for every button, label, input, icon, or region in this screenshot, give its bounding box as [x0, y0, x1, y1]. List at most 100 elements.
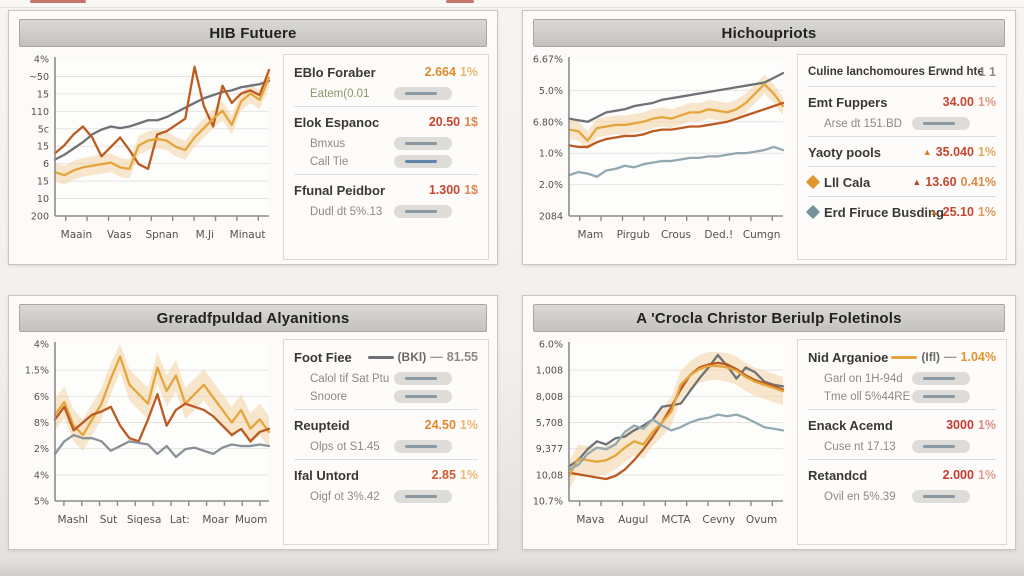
chart-canvas: 6.67% 5.0% 6.80% 1.0% 2.0% 2084 Mam Pirgub Crous… [533, 55, 785, 241]
x-axis-label: Ovum [746, 514, 777, 526]
stat-row: EBlo Foraber 2.664 1% Eatem(0.01 [294, 57, 478, 106]
stat-value-group: 24.50 1% [425, 418, 478, 432]
y-axis-label: 6 [43, 159, 49, 170]
legend-value: 81.55 [446, 350, 478, 364]
series-line-bluegray [567, 413, 785, 471]
y-axis-label: 2.0% [539, 180, 563, 191]
stat-sub-row: Snoore [310, 390, 452, 403]
stat-row: Culine lanchomoures Erwnd hte 1 1 [808, 57, 996, 86]
mini-slider[interactable] [912, 372, 970, 385]
stat-value: 2.000 [942, 468, 974, 482]
confidence-band [55, 344, 269, 451]
y-axis-label: 6.67% [533, 55, 563, 66]
stat-value-secondary: 1% [977, 205, 996, 219]
stat-value-secondary: 1% [459, 468, 478, 482]
y-axis-label: 4% [34, 55, 49, 66]
mini-slider[interactable] [394, 490, 452, 503]
stat-label: Reupteid [294, 417, 350, 433]
y-axis-label: 2084 [539, 212, 563, 223]
panel-content: 6.0% 1,008 8,008 5,708 9,377 10,08 10.7% Mava Au… [531, 339, 1007, 545]
mini-slider[interactable] [912, 390, 970, 403]
y-axis-label: 8,008 [536, 392, 563, 403]
mini-slider[interactable] [912, 117, 970, 130]
x-axis-label: Vaas [107, 229, 132, 241]
mini-slider[interactable] [394, 205, 452, 218]
y-axis-label: 4% [34, 470, 49, 481]
stat-sub-label: Olps ot S1.45 [310, 440, 380, 453]
x-axis-label: Moar [202, 514, 229, 526]
stat-value: 2.85 [431, 468, 456, 482]
diamond-icon [805, 204, 821, 220]
x-axis-label: M.Ji [196, 229, 214, 241]
slider-handle [405, 445, 437, 448]
stat-row: Erd Firuce Busding ▲ 25.10 1% [805, 196, 996, 226]
stat-row: Retandcd 2.000 1% Ovil en 5%.39 [808, 459, 996, 509]
slider-handle [405, 495, 437, 498]
stat-row: Elok Espanoc 20.50 1$ Bmxus Call Tie [294, 106, 478, 174]
mini-slider[interactable] [394, 155, 452, 168]
stats-list: EBlo Foraber 2.664 1% Eatem(0.01 Elok Espano… [283, 54, 489, 260]
slider-handle [405, 395, 437, 398]
stat-label: Yaoty pools [808, 144, 881, 160]
y-axis-label: 6.80% [533, 117, 563, 128]
stat-label-group: Emt Fuppers [808, 95, 937, 110]
stats-list: Culine lanchomoures Erwnd hte 1 1 Emt Fupp… [797, 54, 1007, 260]
mini-slider[interactable] [912, 440, 970, 453]
y-axis-label: 1.0% [539, 149, 563, 160]
bottom-edge-gradient [0, 558, 1024, 576]
stat-label: Emt Fuppers [808, 94, 888, 110]
stat-value: 34.00 [942, 95, 974, 109]
panels-grid: HIB Futuere 4% ~50 15 110 5c 15 6 15 10 200 Maain V… [8, 10, 1016, 550]
y-axis-label: 4% [34, 340, 49, 351]
series-line-gray [567, 353, 785, 468]
stat-value: 25.10 [942, 205, 974, 219]
mini-slider[interactable] [394, 372, 452, 385]
line-chart: 6.67% 5.0% 6.80% 1.0% 2.0% 2084 Mam Pirgub Crous… [531, 54, 789, 260]
y-axis-label: 1.5% [25, 366, 49, 377]
mini-slider[interactable] [394, 87, 452, 100]
stat-value: 35.040 [935, 145, 974, 159]
mini-slider[interactable] [912, 490, 970, 503]
stat-label-group: Elok Espanoc [294, 115, 423, 130]
line-chart: 6.0% 1,008 8,008 5,708 9,377 10,08 10.7% Mava Au… [531, 339, 789, 545]
stat-value: 20.50 [428, 115, 461, 129]
stat-sub-row: Cuse nt 17.13 [824, 440, 970, 453]
x-axis-label: Cumgn [743, 229, 781, 241]
stat-value: 3000 [946, 418, 974, 432]
stat-sub-label: Cuse nt 17.13 [824, 440, 896, 453]
stat-row: Enack Acemd 3000 1% Cuse nt 17.13 [808, 409, 996, 459]
y-axis-label: 15 [37, 89, 49, 100]
y-axis-label: 6.0% [539, 340, 563, 351]
panel-content: 4% 1.5% 6% 8% 2% 4% 5% Mashl Sut Siqesa Lat: Moar Mu… [17, 339, 489, 545]
top-edge-strip [0, 0, 1024, 8]
slider-handle [923, 395, 955, 398]
stat-label-group: Erd Firuce Busding [805, 204, 944, 220]
x-axis-label: MCTA [661, 514, 691, 526]
mini-slider[interactable] [394, 137, 452, 150]
stat-sub-label: Call Tie [310, 155, 349, 168]
stat-row-header: Emt Fuppers 34.00 1% [808, 92, 996, 112]
stat-row: Reupteid 24.50 1% Olps ot S1.45 [294, 409, 478, 459]
stat-value-group: ▲ 13.60 0.41% [912, 175, 996, 189]
stat-value-secondary: 1% [459, 418, 478, 432]
mini-slider[interactable] [394, 390, 452, 403]
stat-value: 1 1 [978, 65, 996, 79]
stat-row: Yaoty pools ▲ 35.040 1% [808, 136, 996, 166]
x-axis-label: Sut [100, 514, 117, 526]
stat-value: 2.664 [424, 65, 456, 79]
stat-sub-row: Bmxus [310, 137, 452, 150]
y-axis-label: 10.7% [533, 497, 563, 508]
stat-value-secondary: 0.41% [960, 175, 996, 189]
stats-list: Nid Arganioe (Ifl) —1.04% Garl on 1H-94d Tme… [797, 339, 1007, 545]
stat-value-group: 20.50 1$ [429, 115, 478, 129]
stat-row-header: Erd Firuce Busding ▲ 25.10 1% [805, 202, 996, 222]
x-axis-label: Mashl [58, 514, 89, 526]
stat-label-group: Reupteid [294, 418, 419, 433]
mini-slider[interactable] [394, 440, 452, 453]
stat-sub-label: Calol tif Sat Ptu [310, 372, 390, 385]
stat-label-group: Yaoty pools [808, 145, 917, 160]
stat-row-header: Nid Arganioe (Ifl) —1.04% [808, 347, 996, 367]
slider-handle [405, 210, 437, 213]
confidence-band [55, 68, 269, 185]
stat-sub-label: Tme oll 5%44RE [824, 390, 911, 403]
